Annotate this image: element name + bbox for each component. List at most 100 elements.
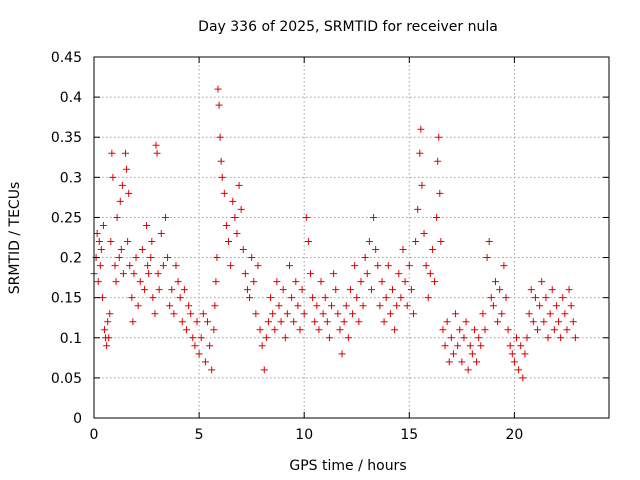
- data-point: [323, 318, 331, 326]
- data-point: [122, 149, 130, 157]
- data-point: [412, 238, 420, 246]
- data-point: [433, 213, 441, 221]
- data-point: [273, 278, 281, 286]
- data-point: [119, 270, 127, 278]
- data-point: [351, 262, 359, 270]
- data-point: [357, 278, 365, 286]
- data-point: [466, 342, 474, 350]
- data-point: [154, 270, 162, 278]
- grid-lines: [94, 57, 609, 418]
- data-point: [325, 334, 333, 342]
- data-point: [525, 310, 533, 318]
- data-point: [118, 181, 126, 189]
- data-point: [193, 318, 201, 326]
- data-point: [134, 302, 142, 310]
- data-point: [388, 286, 396, 294]
- data-point: [456, 326, 464, 334]
- data-point: [176, 294, 184, 302]
- data-points: [90, 85, 579, 382]
- plot-frame: [93, 56, 610, 419]
- data-point: [283, 310, 291, 318]
- data-point: [258, 342, 266, 350]
- data-point: [105, 334, 113, 342]
- data-point: [106, 310, 114, 318]
- data-point: [239, 246, 247, 254]
- data-point: [149, 294, 157, 302]
- data-point: [403, 302, 411, 310]
- data-point: [370, 213, 378, 221]
- data-point: [428, 246, 436, 254]
- data-point: [443, 318, 451, 326]
- data-point: [468, 350, 476, 358]
- data-point: [104, 318, 112, 326]
- data-point: [195, 350, 203, 358]
- data-point: [147, 254, 155, 262]
- data-point: [340, 318, 348, 326]
- data-point: [552, 302, 560, 310]
- data-point: [130, 270, 138, 278]
- y-tick-label: 0.3: [60, 170, 82, 186]
- data-point: [144, 262, 152, 270]
- data-point: [107, 238, 115, 246]
- data-point: [309, 294, 317, 302]
- data-point: [540, 318, 548, 326]
- data-point: [95, 238, 103, 246]
- data-point: [494, 318, 502, 326]
- data-point: [431, 278, 439, 286]
- data-point: [116, 197, 124, 205]
- data-point: [294, 302, 302, 310]
- data-point: [445, 358, 453, 366]
- data-point: [93, 229, 101, 237]
- data-point: [376, 302, 384, 310]
- data-point: [185, 302, 193, 310]
- data-point: [143, 221, 151, 229]
- data-point: [187, 310, 195, 318]
- data-point: [527, 286, 535, 294]
- data-point: [148, 238, 156, 246]
- data-point: [164, 254, 172, 262]
- data-point: [279, 286, 287, 294]
- data-point: [479, 310, 487, 318]
- data-point: [151, 310, 159, 318]
- data-point: [424, 294, 432, 302]
- data-point: [98, 294, 106, 302]
- data-point: [231, 213, 239, 221]
- data-point: [97, 246, 105, 254]
- data-point: [542, 294, 550, 302]
- x-tick-label: 10: [295, 427, 313, 443]
- data-point: [418, 181, 426, 189]
- data-point: [436, 189, 444, 197]
- data-point: [344, 334, 352, 342]
- data-point: [481, 326, 489, 334]
- data-point: [96, 262, 104, 270]
- data-point: [483, 254, 491, 262]
- data-point: [460, 334, 468, 342]
- data-point: [382, 294, 390, 302]
- data-point: [109, 173, 117, 181]
- data-point: [161, 213, 169, 221]
- data-point: [170, 310, 178, 318]
- data-point: [136, 278, 144, 286]
- data-point: [458, 358, 466, 366]
- data-point: [544, 334, 552, 342]
- data-point: [129, 318, 137, 326]
- data-point: [125, 189, 133, 197]
- data-point: [174, 278, 182, 286]
- data-point: [363, 270, 371, 278]
- data-point: [349, 310, 357, 318]
- data-point: [365, 238, 373, 246]
- axis-ticks: [93, 56, 609, 419]
- data-point: [367, 286, 375, 294]
- data-point: [565, 286, 573, 294]
- data-point: [491, 278, 499, 286]
- data-point: [342, 302, 350, 310]
- data-point: [447, 334, 455, 342]
- data-point: [113, 213, 121, 221]
- y-tick-labels: 0 0.05 0.1 0.15 0.2 0.25 0.3 0.35 0.4 0.45: [51, 50, 82, 427]
- data-point: [546, 310, 554, 318]
- data-point: [449, 350, 457, 358]
- data-point: [407, 286, 415, 294]
- data-point: [517, 342, 525, 350]
- data-point: [267, 294, 275, 302]
- data-point: [277, 318, 285, 326]
